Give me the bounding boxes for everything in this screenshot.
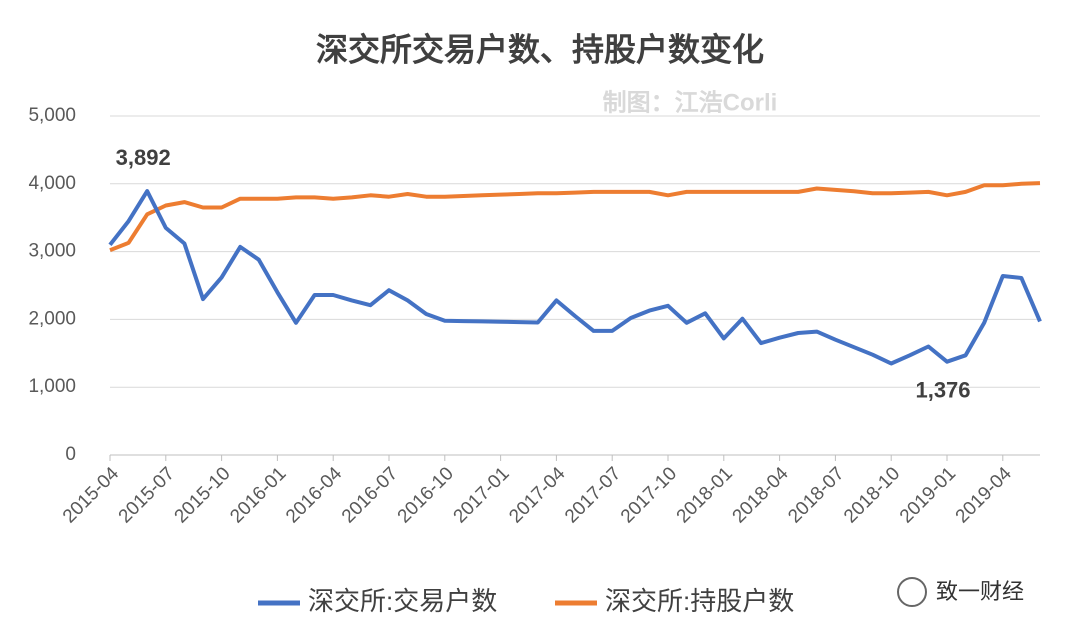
x-tick-label: 2018-04: [729, 463, 793, 527]
logo-icon: [897, 577, 927, 607]
x-tick-label: 2015-07: [115, 463, 179, 527]
x-tick-label: 2018-10: [840, 463, 904, 527]
x-tick-label: 2019-04: [952, 463, 1016, 527]
legend-label: 深交所:持股户数: [605, 586, 794, 616]
y-tick-label: 2,000: [28, 308, 76, 329]
chart-title: 深交所交易户数、持股户数变化: [316, 31, 764, 67]
y-tick-label: 4,000: [28, 173, 76, 194]
x-tick-label: 2015-10: [171, 463, 235, 527]
series-line: [109, 181, 1041, 253]
y-tick-label: 0: [65, 444, 76, 465]
x-tick-label: 2018-01: [673, 463, 737, 527]
y-tick-label: 5,000: [28, 105, 76, 126]
x-tick-label: 2017-10: [617, 463, 681, 527]
x-tick-label: 2017-01: [450, 463, 514, 527]
x-tick-label: 2016-10: [394, 463, 458, 527]
x-tick-label: 2016-01: [226, 463, 290, 527]
legend-label: 深交所:交易户数: [308, 586, 497, 616]
source: 致一财经: [936, 579, 1024, 604]
y-tick-label: 3,000: [28, 241, 76, 262]
series-line: [108, 189, 1042, 366]
watermark: 制图：江浩Corli: [603, 89, 778, 116]
x-tick-label: 2015-04: [59, 463, 123, 527]
x-tick-label: 2019-01: [896, 463, 960, 527]
x-tick-label: 2017-04: [505, 463, 569, 527]
y-tick-label: 1,000: [28, 376, 76, 397]
x-tick-label: 2017-07: [561, 463, 625, 527]
x-tick-label: 2016-04: [282, 463, 346, 527]
x-tick-label: 2016-07: [338, 463, 402, 527]
logo: 致一财经: [897, 577, 1024, 607]
x-tick-label: 2018-07: [784, 463, 848, 527]
data-label: 1,376: [915, 378, 970, 403]
data-label: 3,892: [116, 145, 171, 170]
